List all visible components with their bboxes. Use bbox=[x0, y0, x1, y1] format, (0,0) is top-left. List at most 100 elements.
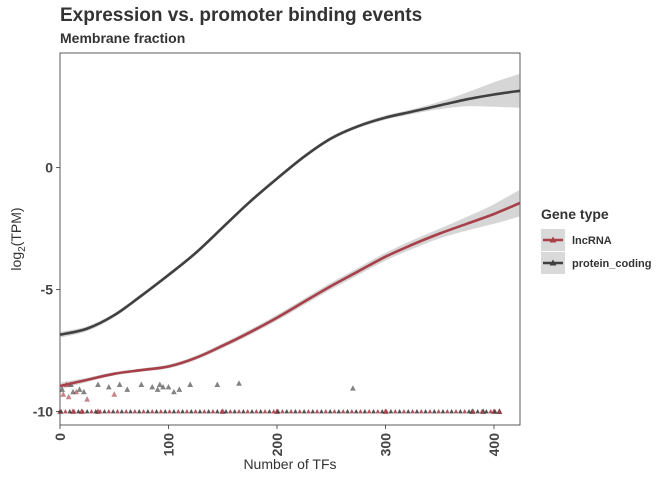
legend: Gene type lncRNA protein_coding bbox=[541, 206, 651, 274]
point-protein-coding bbox=[105, 383, 112, 390]
point-floor bbox=[214, 408, 220, 414]
point-floor bbox=[366, 408, 372, 414]
point-floor bbox=[310, 408, 316, 414]
legend-label-protein-coding: protein_coding bbox=[572, 258, 651, 270]
chart-title: Expression vs. promoter binding events bbox=[60, 5, 422, 26]
point-protein-coding bbox=[236, 380, 242, 386]
point-floor bbox=[236, 408, 242, 414]
point-floor bbox=[466, 408, 472, 414]
point-protein-coding bbox=[70, 388, 76, 395]
y-axis: -10 -5 0 bbox=[33, 160, 60, 420]
point-floor bbox=[128, 408, 133, 414]
point-floor bbox=[227, 408, 233, 414]
point-floor bbox=[119, 408, 125, 414]
y-tick-label: -10 bbox=[33, 404, 53, 420]
point-protein-coding bbox=[76, 386, 83, 392]
point-floor bbox=[80, 408, 86, 414]
point-floor bbox=[332, 408, 337, 414]
point-floor bbox=[440, 408, 446, 414]
point-floor bbox=[89, 408, 94, 414]
y-axis-title: log2(TPM) bbox=[8, 207, 28, 270]
point-floor bbox=[397, 408, 402, 414]
point-protein-coding bbox=[187, 381, 194, 387]
point-protein-coding bbox=[165, 383, 172, 390]
raw-points bbox=[57, 380, 503, 414]
point-lncrna bbox=[111, 391, 118, 397]
point-floor bbox=[280, 408, 285, 414]
point-floor bbox=[76, 408, 81, 414]
point-floor bbox=[132, 408, 138, 414]
point-floor bbox=[418, 408, 424, 414]
point-floor bbox=[201, 408, 207, 414]
point-protein-coding bbox=[154, 386, 161, 392]
point-floor bbox=[405, 408, 411, 414]
x-axis: 0 100 200 300 400 bbox=[52, 425, 502, 456]
point-protein-coding bbox=[149, 383, 156, 390]
point-floor bbox=[223, 408, 229, 414]
point-floor bbox=[175, 408, 181, 414]
point-floor bbox=[375, 408, 381, 414]
point-floor bbox=[141, 408, 146, 414]
point-floor bbox=[427, 408, 433, 414]
point-floor bbox=[453, 408, 459, 414]
point-floor bbox=[301, 408, 307, 414]
point-floor bbox=[436, 408, 441, 414]
point-floor bbox=[431, 408, 437, 414]
legend-title: Gene type bbox=[541, 206, 609, 222]
point-floor bbox=[323, 408, 329, 414]
point-floor bbox=[158, 408, 164, 414]
point-floor bbox=[115, 408, 120, 414]
y-tick-label: -5 bbox=[41, 282, 54, 298]
point-floor bbox=[392, 408, 398, 414]
point-floor bbox=[197, 408, 203, 414]
x-tick-label: 400 bbox=[486, 433, 502, 457]
point-floor bbox=[145, 408, 151, 414]
point-floor bbox=[457, 408, 463, 414]
y-tick-label: 0 bbox=[45, 160, 53, 176]
point-protein-coding bbox=[59, 386, 66, 392]
point-floor bbox=[345, 408, 350, 414]
point-protein-coding bbox=[156, 381, 163, 387]
point-protein-coding bbox=[350, 385, 356, 391]
x-tick-label: 100 bbox=[160, 433, 176, 457]
point-floor bbox=[71, 408, 77, 414]
point-floor bbox=[379, 408, 385, 414]
point-floor bbox=[484, 408, 489, 414]
point-lncrna bbox=[65, 393, 72, 400]
confidence-bands bbox=[60, 73, 520, 390]
point-floor bbox=[245, 408, 251, 414]
point-protein-coding bbox=[160, 383, 166, 390]
legend-key-marker-lncrna bbox=[549, 236, 557, 243]
legend-entry-protein-coding: protein_coding bbox=[541, 252, 651, 274]
confidence-band-protein-coding bbox=[60, 73, 520, 338]
point-floor bbox=[414, 408, 420, 414]
point-floor bbox=[84, 408, 90, 414]
plot-panel bbox=[59, 52, 521, 426]
legend-entry-lncrna: lncRNA bbox=[541, 229, 612, 251]
point-floor bbox=[314, 408, 320, 414]
point-lncrna bbox=[84, 396, 91, 402]
y-axis-title-tail: (TPM) bbox=[8, 207, 24, 246]
point-floor bbox=[444, 408, 450, 414]
point-protein-coding bbox=[80, 388, 87, 395]
x-axis-title: Number of TFs bbox=[243, 456, 336, 472]
point-floor bbox=[471, 408, 476, 414]
point-floor bbox=[479, 408, 485, 414]
point-floor bbox=[102, 408, 107, 414]
point-floor bbox=[249, 408, 255, 414]
point-floor bbox=[353, 408, 359, 414]
point-floor bbox=[162, 408, 168, 414]
point-floor bbox=[340, 408, 346, 414]
legend-label-lncrna: lncRNA bbox=[572, 235, 612, 247]
point-floor bbox=[110, 408, 116, 414]
point-protein-coding bbox=[116, 381, 123, 387]
point-floor bbox=[206, 408, 211, 414]
point-protein-coding bbox=[171, 388, 177, 395]
point-floor bbox=[288, 408, 294, 414]
point-floor bbox=[149, 408, 155, 414]
point-floor bbox=[475, 408, 481, 414]
point-floor bbox=[58, 408, 64, 414]
point-floor bbox=[136, 408, 142, 414]
point-protein-coding bbox=[138, 381, 145, 387]
point-floor bbox=[188, 408, 194, 414]
